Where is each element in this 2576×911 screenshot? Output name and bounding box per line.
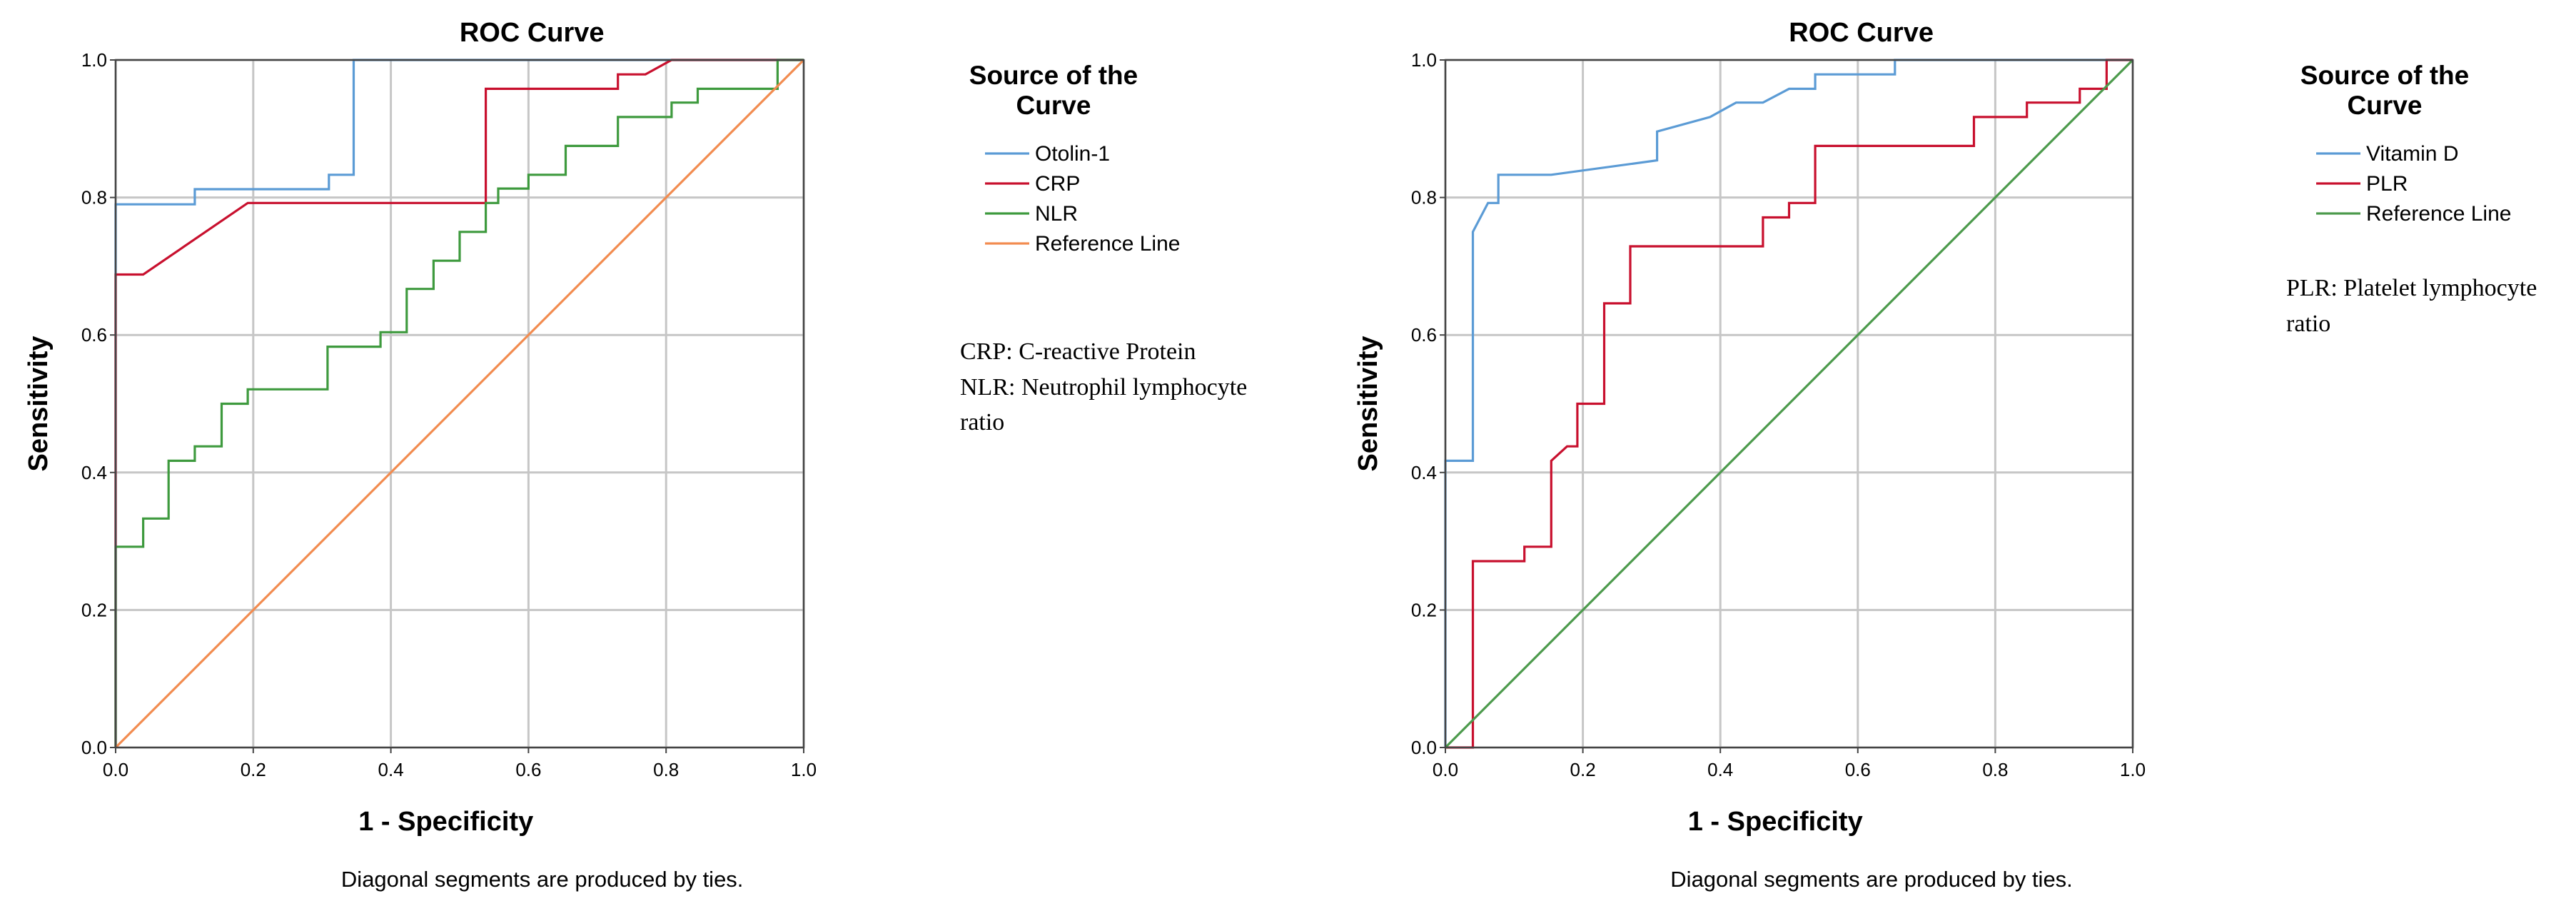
x-tick-label: 0.8 (653, 759, 679, 780)
y-tick-label: 1.0 (81, 49, 107, 71)
x-tick-label: 0.2 (241, 759, 266, 780)
abbreviation-note: PLR: Platelet lymphocyte (2286, 275, 2537, 301)
curve-vitamin-d (1444, 59, 2133, 748)
y-tick-label: 1.0 (1411, 49, 1437, 71)
footnote: Diagonal segments are produced by ties. (1670, 867, 2073, 892)
x-tick-label: 0.0 (1433, 759, 1458, 780)
x-axis-label: 1 - Specificity (358, 807, 533, 837)
y-tick-label: 0.8 (81, 187, 107, 208)
abbreviation-note: ratio (2286, 311, 2330, 337)
y-tick-label: 0.2 (81, 599, 107, 620)
footnote: Diagonal segments are produced by ties. (341, 867, 744, 892)
legend-item: Vitamin D (2366, 142, 2459, 166)
x-tick-label: 1.0 (791, 759, 817, 780)
abbreviation-note: CRP: C-reactive Protein (960, 338, 1196, 365)
y-axis-label: Sensitivity (1353, 336, 1383, 471)
x-tick-label: 0.2 (1570, 759, 1596, 780)
legend-title: Source of the (2300, 61, 2469, 90)
curve-nlr (114, 59, 804, 748)
x-tick-label: 1.0 (2120, 759, 2146, 780)
legend-item: Otolin-1 (1035, 142, 1110, 166)
legend-item: CRP (1035, 172, 1080, 196)
y-tick-label: 0.8 (1411, 187, 1437, 208)
roc-chart-1: 0.0 0.2 0.4 0.6 0.8 1.0 0.0 0.2 0.4 0.6 0.8 1.0 ROC … (24, 18, 1247, 892)
curve-plr (1445, 59, 2133, 749)
curve-crp (114, 59, 804, 748)
x-tick-label: 0.4 (1707, 759, 1733, 780)
y-axis-label: Sensitivity (24, 336, 54, 471)
abbreviation-note: NLR: Neutrophil lymphocyte (960, 374, 1247, 401)
x-tick-label: 0.0 (103, 759, 128, 780)
y-tick-label: 0.0 (1411, 737, 1437, 758)
x-tick-label: 0.8 (1982, 759, 2008, 780)
roc-chart-2: 0.0 0.2 0.4 0.6 0.8 1.0 0.0 0.2 0.4 0.6 0.8 1.0 ROC … (1353, 18, 2537, 892)
legend-title: Curve (1016, 91, 1091, 120)
legend-item: NLR (1035, 202, 1078, 226)
legend-title: Curve (2348, 91, 2423, 120)
chart-title: ROC Curve (1789, 18, 1934, 48)
x-tick-label: 0.6 (1845, 759, 1871, 780)
legend-item: PLR (2366, 172, 2408, 196)
x-tick-label: 0.4 (378, 759, 404, 780)
y-tick-label: 0.6 (1411, 324, 1437, 346)
legend-title: Source of the (969, 61, 1138, 90)
y-tick-label: 0.4 (1411, 462, 1437, 483)
legend-item: Reference Line (2366, 202, 2511, 226)
plot-frame (1444, 59, 2134, 749)
x-tick-label: 0.6 (515, 759, 541, 780)
curve-reference-line (1444, 59, 2134, 749)
x-axis-label: 1 - Specificity (1688, 807, 1863, 837)
y-tick-label: 0.0 (81, 737, 107, 758)
legend-item: Reference Line (1035, 232, 1180, 256)
y-tick-label: 0.2 (1411, 599, 1437, 620)
curve-otolin-1 (114, 59, 804, 748)
abbreviation-note: ratio (960, 409, 1004, 436)
y-tick-label: 0.4 (81, 462, 107, 483)
chart-title: ROC Curve (460, 18, 605, 48)
y-tick-label: 0.6 (81, 324, 107, 346)
curve-reference-line (114, 59, 805, 749)
plot-frame (114, 59, 805, 749)
